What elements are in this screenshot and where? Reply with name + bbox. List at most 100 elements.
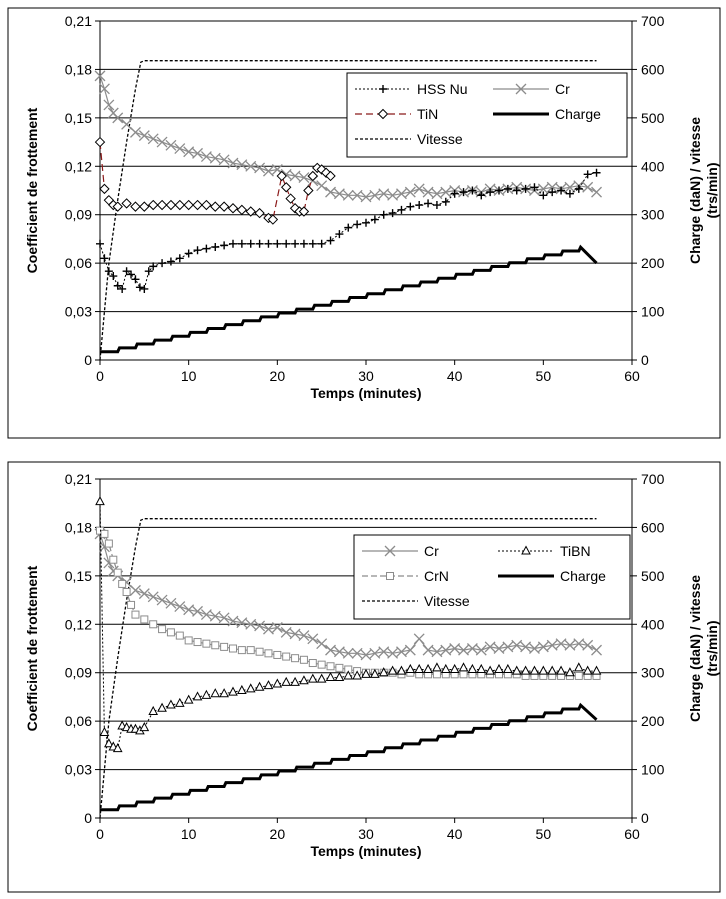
legend-marker-cr bbox=[384, 545, 396, 557]
data-point-hss bbox=[353, 220, 362, 229]
x-tick-label: 50 bbox=[536, 368, 552, 384]
data-point-hss bbox=[557, 186, 566, 195]
data-point-hss bbox=[450, 189, 459, 198]
data-point-tibn bbox=[334, 671, 345, 682]
data-point-cr bbox=[431, 646, 443, 658]
data-point-cr bbox=[387, 647, 399, 659]
data-point-hss bbox=[406, 202, 415, 211]
data-point-hss bbox=[175, 254, 184, 263]
legend-label-charge: Charge bbox=[555, 106, 601, 122]
data-point-hss bbox=[246, 239, 255, 248]
x-tick-label: 40 bbox=[447, 368, 463, 384]
data-point-cr bbox=[325, 186, 336, 198]
data-point-tin bbox=[112, 201, 123, 212]
data-point-crn bbox=[158, 625, 167, 634]
data-point-cr bbox=[227, 615, 239, 627]
data-point-crn bbox=[127, 600, 136, 609]
data-point-tin bbox=[147, 199, 159, 211]
data-point-tibn bbox=[166, 699, 176, 709]
x-tick-label: 10 bbox=[181, 368, 197, 384]
data-point-tibn bbox=[183, 694, 194, 704]
data-point-tibn bbox=[237, 684, 247, 694]
data-point-crn bbox=[113, 568, 122, 577]
data-point-hss bbox=[530, 183, 539, 192]
data-point-hss bbox=[149, 262, 158, 271]
data-point-hss bbox=[264, 239, 273, 248]
data-point-cr bbox=[254, 620, 266, 632]
y-tick-label: 0,03 bbox=[65, 762, 92, 778]
data-point-cr bbox=[209, 152, 221, 164]
data-point-hss bbox=[548, 188, 557, 197]
series-line-vitesse bbox=[99, 518, 597, 819]
data-point-cr bbox=[325, 644, 336, 656]
data-point-tin bbox=[121, 198, 132, 209]
data-point-cr bbox=[369, 189, 381, 201]
data-point-cr bbox=[263, 623, 274, 635]
data-point-tibn bbox=[467, 663, 478, 673]
data-point-hss bbox=[379, 210, 388, 219]
x-tick-label: 60 bbox=[624, 826, 640, 842]
data-point-cr bbox=[130, 584, 141, 596]
x-tick-label: 40 bbox=[447, 826, 463, 842]
data-point-hss bbox=[486, 188, 495, 197]
data-point-cr bbox=[422, 644, 434, 656]
y2-tick-label: 100 bbox=[641, 762, 665, 778]
data-point-tibn bbox=[440, 663, 451, 673]
data-point-tin bbox=[280, 182, 292, 193]
data-point-hss bbox=[583, 170, 592, 179]
data-point-hss bbox=[574, 184, 583, 193]
x-tick-label: 50 bbox=[536, 826, 552, 842]
data-point-cr bbox=[200, 609, 212, 621]
y-axis-title: Coefficient de frottement bbox=[24, 107, 40, 273]
legend-box bbox=[346, 72, 628, 158]
data-point-cr bbox=[396, 188, 407, 200]
data-point-cr bbox=[413, 183, 425, 195]
data-point-cr bbox=[227, 157, 239, 169]
data-point-tibn bbox=[503, 663, 513, 673]
data-point-tin bbox=[245, 206, 256, 217]
data-point-crn bbox=[291, 654, 300, 663]
data-point-cr bbox=[271, 622, 283, 633]
data-point-hss bbox=[140, 284, 149, 293]
series-line-vitesse bbox=[99, 60, 597, 361]
y2-axis-title-line1: Charge (daN) / vitesse bbox=[687, 117, 703, 264]
data-point-cr bbox=[466, 643, 478, 654]
data-point-crn bbox=[122, 588, 131, 596]
y2-tick-label: 700 bbox=[641, 13, 665, 29]
x-axis-title: Temps (minutes) bbox=[311, 385, 422, 401]
data-point-cr bbox=[511, 639, 523, 651]
series-vitesse bbox=[99, 518, 597, 819]
data-point-tin bbox=[174, 199, 186, 211]
data-point-crn bbox=[255, 647, 264, 656]
data-point-cr bbox=[236, 159, 248, 171]
data-point-cr bbox=[404, 186, 416, 198]
data-point-tin bbox=[267, 214, 279, 225]
data-point-crn bbox=[308, 659, 317, 668]
data-point-cr bbox=[316, 180, 328, 192]
data-point-tin bbox=[99, 183, 110, 195]
data-point-cr bbox=[458, 644, 469, 656]
data-point-tibn bbox=[316, 673, 327, 683]
data-point-hss bbox=[237, 239, 246, 248]
y2-tick-label: 500 bbox=[641, 568, 665, 584]
data-point-cr bbox=[183, 604, 195, 616]
data-point-hss bbox=[370, 215, 379, 224]
x-tick-label: 30 bbox=[358, 826, 374, 842]
y-tick-label: 0,21 bbox=[65, 471, 92, 487]
data-point-crn bbox=[220, 642, 229, 651]
data-point-cr bbox=[369, 647, 381, 659]
data-point-tin bbox=[298, 206, 310, 217]
data-point-tibn bbox=[299, 675, 309, 685]
data-point-cr bbox=[529, 643, 540, 654]
series-tibn bbox=[95, 496, 602, 753]
data-point-tibn bbox=[112, 743, 123, 753]
data-point-cr bbox=[298, 630, 310, 642]
data-point-cr bbox=[147, 133, 159, 145]
data-point-hss bbox=[202, 244, 211, 253]
data-point-hss bbox=[335, 230, 344, 239]
y2-axis-title-line1: Charge (daN) / vitesse bbox=[687, 575, 703, 722]
legend-marker-tibn bbox=[521, 545, 531, 555]
data-point-cr bbox=[537, 641, 549, 653]
data-point-hss bbox=[468, 186, 477, 195]
data-point-tibn bbox=[458, 662, 469, 672]
